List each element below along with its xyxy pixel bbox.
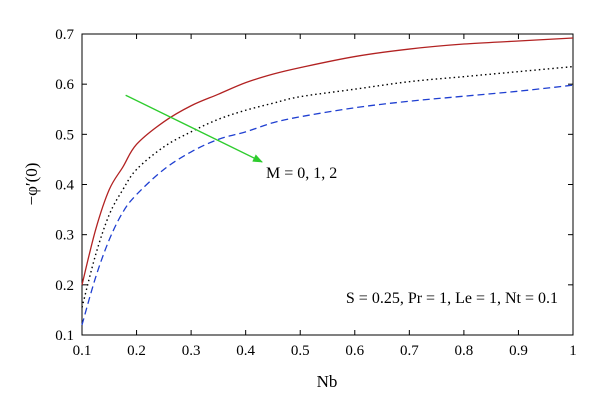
parameters-annotation: S = 0.25, Pr = 1, Le = 1, Nt = 0.1 bbox=[346, 290, 558, 307]
x-tick-label: 0.6 bbox=[345, 343, 364, 359]
y-tick-label: 0.4 bbox=[55, 178, 74, 194]
y-tick-label: 0.1 bbox=[55, 328, 74, 344]
y-axis-label: −φ′(0) bbox=[22, 163, 41, 206]
y-tick-label: 0.3 bbox=[55, 228, 74, 244]
x-tick-label: 0.9 bbox=[509, 343, 528, 359]
series-line-dashed bbox=[81, 84, 574, 326]
x-tick-label: 0.2 bbox=[127, 343, 146, 359]
series-group bbox=[81, 37, 574, 326]
arrow-label: M = 0, 1, 2 bbox=[266, 165, 337, 182]
axis-ticks: 0.1 0.2 0.3 0.4 0.5 0.6 0.7 0.8 0.9 1 0.1 0.2 0.3 0.4… bbox=[55, 27, 577, 359]
x-tick-label: 0.7 bbox=[400, 343, 419, 359]
x-tick-label: 0.8 bbox=[455, 343, 474, 359]
y-tick-label: 0.7 bbox=[55, 27, 74, 43]
x-tick-label: 1 bbox=[569, 343, 577, 359]
y-tick-label: 0.5 bbox=[55, 127, 74, 143]
x-tick-label: 0.4 bbox=[236, 343, 255, 359]
x-tick-label: 0.3 bbox=[182, 343, 201, 359]
x-axis-label: Nb bbox=[317, 372, 338, 391]
y-tick-label: 0.6 bbox=[55, 77, 74, 93]
y-tick-label: 0.2 bbox=[55, 278, 74, 294]
arrow-line bbox=[125, 94, 263, 163]
series-line-dotted bbox=[81, 65, 574, 308]
x-tick-label: 0.1 bbox=[73, 343, 92, 359]
series-line-solid bbox=[81, 37, 574, 285]
x-tick-label: 0.5 bbox=[291, 343, 310, 359]
